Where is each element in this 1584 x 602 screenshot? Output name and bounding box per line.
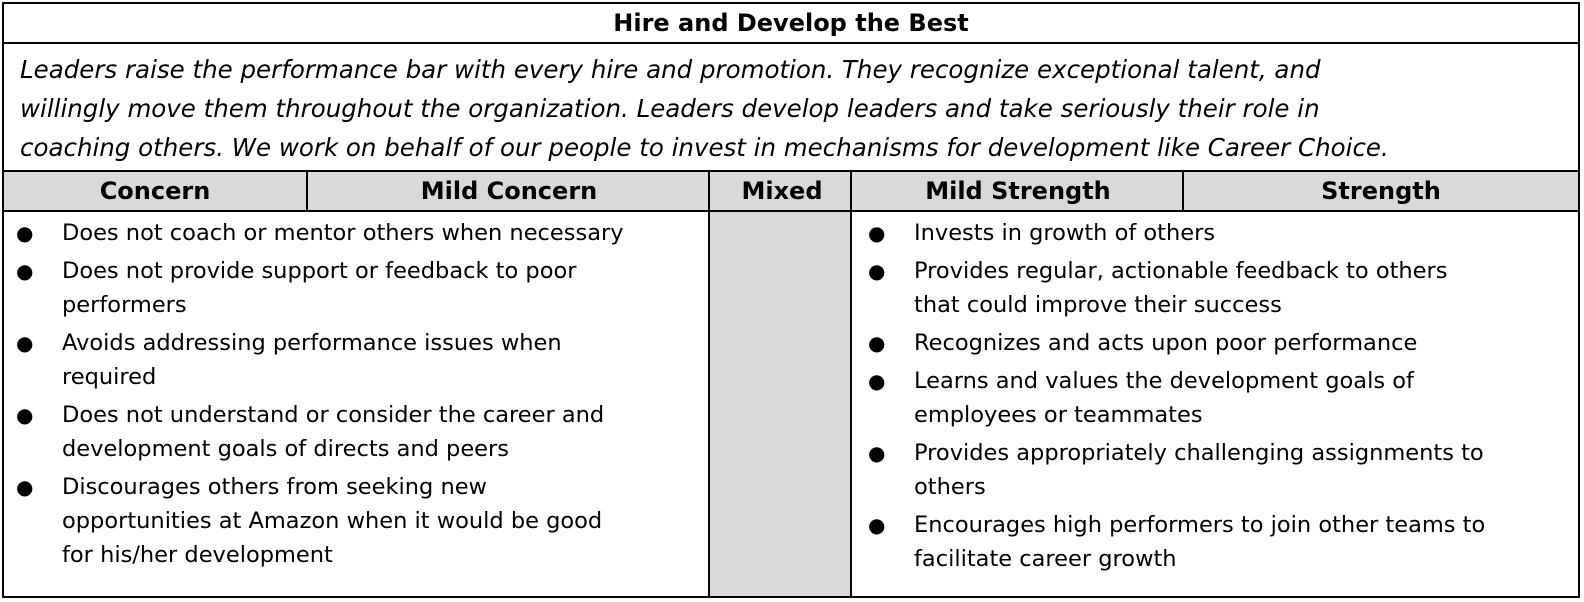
behavior-item: ● Recognizes and acts upon poor performan… (856, 326, 1578, 360)
bullet-icon: ● (16, 259, 34, 283)
column-divider (306, 172, 308, 210)
header-strength: Strength (1321, 177, 1441, 205)
header-concern: Concern (99, 177, 211, 205)
behavior-item: ● Provides appropriately challenging assi… (856, 436, 1578, 504)
behavior-item: ● Encourages high performers to join othe… (856, 508, 1578, 576)
behavior-item: ● Does not provide support or feedback to… (4, 254, 704, 322)
behavior-text: Encourages high performers to join other… (914, 512, 1486, 538)
bullet-icon: ● (868, 513, 886, 537)
description-line: coaching others. We work on behalf of ou… (20, 133, 1389, 162)
behavior-item: ● Discourages others from seeking new oppo… (4, 470, 704, 572)
behavior-text: Invests in growth of others (914, 220, 1216, 246)
column-divider (708, 172, 710, 596)
bullet-icon: ● (868, 331, 886, 355)
behavior-item: ● Avoids addressing performance issues wh… (4, 326, 704, 394)
behavior-text: others (914, 474, 986, 500)
mixed-column-fill (710, 212, 850, 596)
behavior-text: Does not understand or consider the care… (62, 402, 605, 428)
behavior-text: Discourages others from seeking new (62, 474, 487, 500)
behavior-text: Recognizes and acts upon poor performanc… (914, 330, 1418, 356)
behavior-item: ● Does not coach or mentor others when ne… (4, 216, 704, 250)
behavior-text: for his/her development (62, 542, 333, 568)
behavior-item: ● Does not understand or consider the car… (4, 398, 704, 466)
behavior-text: Learns and values the development goals … (914, 368, 1414, 394)
behavior-text: opportunities at Amazon when it would be… (62, 508, 603, 534)
bullet-icon: ● (868, 369, 886, 393)
behavior-text: facilitate career growth (914, 546, 1177, 572)
principle-description: Leaders raise the performance bar with e… (4, 44, 1578, 172)
header-mild-strength: Mild Strength (925, 177, 1111, 205)
description-line: Leaders raise the performance bar with e… (20, 55, 1321, 84)
strength-behaviors-list: ● Invests in growth of others ● Provides re… (856, 212, 1578, 576)
behavior-text: that could improve their success (914, 292, 1282, 318)
bullet-icon: ● (16, 221, 34, 245)
behavior-text: Does not coach or mentor others when nec… (62, 220, 624, 246)
bullet-icon: ● (16, 403, 34, 427)
behavior-item: ● Learns and values the development goals… (856, 364, 1578, 432)
behavior-item: ● Invests in growth of others (856, 216, 1578, 250)
behavior-text: Does not provide support or feedback to … (62, 258, 577, 284)
behavior-text: performers (62, 292, 187, 318)
behavior-text: Provides appropriately challenging assig… (914, 440, 1484, 466)
bullet-icon: ● (868, 221, 886, 245)
rating-header-row: Concern Mild Concern Mixed Mild Strength… (4, 172, 1578, 212)
column-divider (1182, 172, 1184, 210)
table-title: Hire and Develop the Best (4, 4, 1578, 44)
bullet-icon: ● (868, 259, 886, 283)
column-divider (850, 172, 852, 596)
description-line: willingly move them throughout the organ… (20, 94, 1320, 123)
concern-behaviors-list: ● Does not coach or mentor others when ne… (4, 212, 704, 572)
header-mixed: Mixed (741, 177, 823, 205)
bullet-icon: ● (16, 475, 34, 499)
behavior-text: Provides regular, actionable feedback to… (914, 258, 1448, 284)
behavior-rows: ● Does not coach or mentor others when ne… (4, 212, 1578, 596)
behavior-text: employees or teammates (914, 402, 1203, 428)
bullet-icon: ● (868, 441, 886, 465)
behavior-item: ● Provides regular, actionable feedback t… (856, 254, 1578, 322)
behavior-text: Avoids addressing performance issues whe… (62, 330, 562, 356)
header-mild-concern: Mild Concern (420, 177, 598, 205)
behavior-text: required (62, 364, 157, 390)
behavior-text: development goals of directs and peers (62, 436, 510, 462)
bullet-icon: ● (16, 331, 34, 355)
